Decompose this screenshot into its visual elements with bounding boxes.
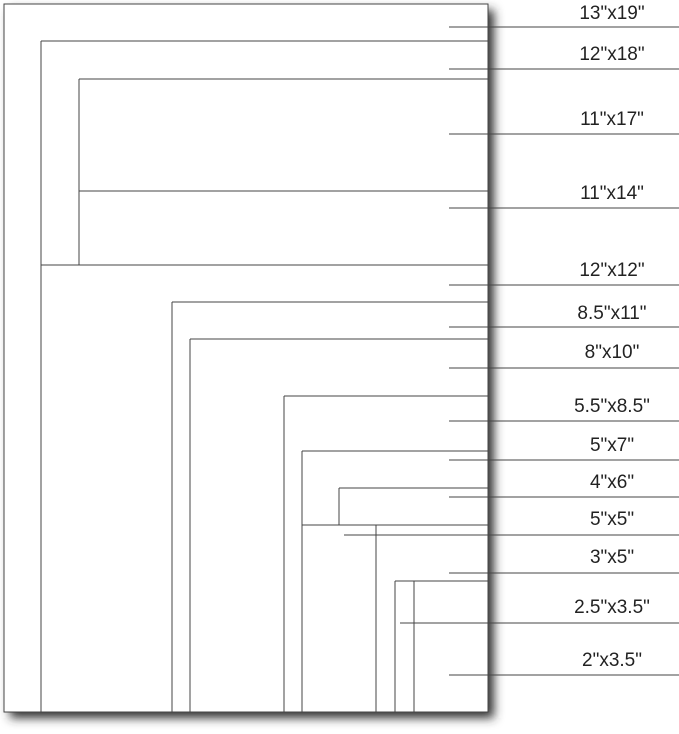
- size-label: 11"x14": [580, 183, 644, 204]
- size-label: 3"x5": [590, 547, 634, 568]
- size-label: 11"x17": [580, 109, 644, 130]
- size-label: 12"x18": [579, 44, 644, 65]
- paper-sheet: [3, 3, 489, 713]
- size-label: 8.5"x11": [577, 303, 646, 324]
- size-label: 2.5"x3.5": [574, 597, 650, 618]
- size-label: 4"x6": [590, 472, 634, 493]
- size-label: 8"x10": [585, 342, 640, 363]
- size-label: 5"x5": [590, 509, 634, 530]
- size-label: 5"x7": [590, 435, 634, 456]
- size-label: 13"x19": [579, 3, 644, 24]
- size-label: 5.5"x8.5": [574, 396, 650, 417]
- size-label: 2"x3.5": [582, 650, 642, 671]
- size-label: 12"x12": [579, 260, 644, 281]
